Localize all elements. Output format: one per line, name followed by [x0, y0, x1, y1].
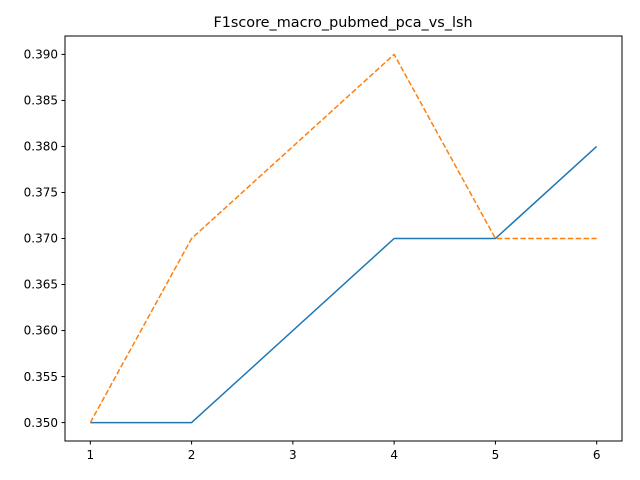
y-tick-label: 0.380	[24, 140, 58, 154]
y-tick-label: 0.375	[24, 186, 58, 200]
y-tick-label: 0.390	[24, 48, 58, 62]
x-axis: 1 2 3 4 5 6	[86, 441, 601, 462]
y-tick-label: 0.385	[24, 94, 58, 108]
y-tick-label: 0.360	[24, 324, 58, 338]
y-tick-label: 0.365	[24, 278, 58, 292]
y-tick-label: 0.350	[24, 416, 58, 430]
chart-title: F1score_macro_pubmed_pca_vs_lsh	[213, 15, 472, 31]
series-layer	[89, 53, 598, 424]
x-tick-label: 6	[593, 448, 601, 462]
series-line-1	[90, 145, 598, 424]
x-tick-label: 2	[188, 448, 196, 462]
y-tick-label: 0.355	[24, 370, 58, 384]
series-line-2	[89, 53, 597, 423]
x-tick-label: 5	[492, 448, 500, 462]
x-tick-label: 1	[86, 448, 94, 462]
x-tick-label: 4	[390, 448, 398, 462]
y-axis: 0.350 0.355 0.360 0.365 0.370 0.375 0.380 0.385…	[24, 48, 65, 430]
x-tick-label: 3	[289, 448, 297, 462]
y-tick-label: 0.370	[24, 232, 58, 246]
